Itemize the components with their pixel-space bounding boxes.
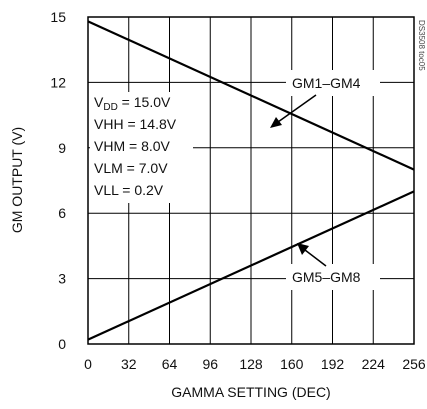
- arrowhead-gm5: [297, 243, 309, 255]
- condition-vhh: VHH = 14.8V: [94, 116, 177, 132]
- x-tick-label: 160: [280, 356, 304, 372]
- y-tick-label: 6: [58, 205, 66, 221]
- x-tick-label: 128: [239, 356, 263, 372]
- condition-vdd-value: = 15.0V: [118, 94, 171, 110]
- x-axis-label: GAMMA SETTING (DEC): [171, 384, 330, 400]
- condition-vlm: VLM = 7.0V: [94, 160, 168, 176]
- y-tick-label: 9: [58, 140, 66, 156]
- x-tick-label: 192: [321, 356, 345, 372]
- x-tick-label: 256: [402, 356, 426, 372]
- series-label-background-gm5: [286, 264, 380, 290]
- leader-line-gm1: [277, 94, 317, 123]
- leader-line-gm5: [304, 249, 327, 267]
- x-tick-label: 64: [162, 356, 178, 372]
- series-label-gm1: GM1–GM4: [292, 75, 361, 91]
- series-group: [87, 20, 415, 341]
- arrowhead-gm1: [270, 117, 282, 128]
- conditions-background: [90, 92, 193, 203]
- figure-id: DS3508 toc05: [417, 20, 426, 71]
- x-tick-label: 0: [84, 356, 92, 372]
- y-tick-label: 0: [58, 336, 66, 352]
- y-axis-label: GM OUTPUT (V): [9, 127, 25, 233]
- condition-vll: VLL = 0.2V: [94, 182, 164, 198]
- x-tick-label: 224: [362, 356, 386, 372]
- x-tick-label: 32: [121, 356, 137, 372]
- condition-vdd: VDD = 15.0V: [94, 94, 171, 113]
- tick-labels: 0 32 64 96 128 160 192 224 256 0 3 6 9 12 15: [50, 9, 425, 372]
- plot-frame: [87, 16, 415, 345]
- y-tick-label: 3: [58, 271, 66, 287]
- condition-vdd-main: V: [94, 94, 104, 110]
- condition-vhm: VHM = 8.0V: [94, 138, 171, 154]
- series-label-background-gm1: [286, 70, 380, 96]
- condition-vdd-subscript: DD: [103, 102, 117, 113]
- series-label-gm5: GM5–GM8: [292, 269, 361, 285]
- y-tick-label: 15: [50, 9, 66, 25]
- x-tick-label: 96: [202, 356, 218, 372]
- series-line-gm1-gm4: [87, 20, 415, 171]
- y-tick-label: 12: [50, 74, 66, 90]
- series-line-gm5-gm8: [87, 190, 415, 341]
